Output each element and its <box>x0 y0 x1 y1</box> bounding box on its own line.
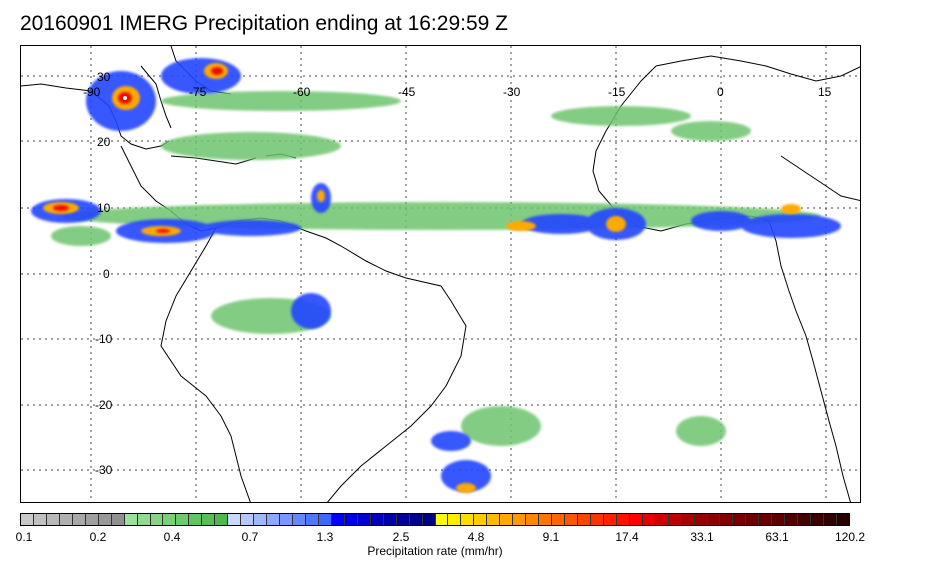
lon-label: -90 <box>83 85 101 99</box>
colorbar-swatch <box>59 514 73 525</box>
lat-label: 20 <box>97 135 111 149</box>
colorbar-swatch <box>681 514 695 525</box>
colorbar-swatch <box>513 514 527 525</box>
lat-label: -20 <box>95 398 113 412</box>
colorbar-swatch <box>111 514 125 525</box>
lat-label: 10 <box>97 201 111 215</box>
colorbar-swatch <box>305 514 319 525</box>
colorbar-swatch <box>215 514 229 525</box>
colorbar-swatch <box>565 514 578 525</box>
colorbar <box>20 513 850 526</box>
colorbar-swatch <box>176 514 190 525</box>
colorbar-swatch <box>254 514 268 525</box>
colorbar-swatch <box>280 514 294 525</box>
colorbar-swatch <box>590 514 604 525</box>
colorbar-swatch <box>785 514 799 525</box>
colorbar-tick-label: 0.7 <box>241 530 259 544</box>
colorbar-swatch <box>189 514 203 525</box>
colorbar-swatch <box>811 514 825 525</box>
colorbar-swatch <box>837 514 849 525</box>
colorbar-tick-label: 63.1 <box>765 530 789 544</box>
colorbar-swatch <box>409 514 423 525</box>
colorbar-swatch <box>629 514 643 525</box>
lon-gridlines <box>90 46 827 502</box>
colorbar-swatch <box>500 514 514 525</box>
colorbar-swatch <box>759 514 773 525</box>
colorbar-swatch <box>655 514 669 525</box>
colorbar-tick-label: 0.2 <box>89 530 107 544</box>
colorbar-swatch <box>150 514 164 525</box>
hurricane-eye <box>123 96 127 100</box>
colorbar-swatch <box>746 514 760 525</box>
lon-label: -30 <box>503 85 521 99</box>
colorbar-title: Precipitation rate (mm/hr) <box>367 544 503 558</box>
colorbar-tick-label: 0.4 <box>163 530 181 544</box>
colorbar-swatch <box>694 514 708 525</box>
colorbar-tick-label: 120.2 <box>834 530 866 544</box>
colorbar-swatch <box>577 514 591 525</box>
colorbar-swatch <box>396 514 410 525</box>
colorbar-swatch <box>85 514 99 525</box>
colorbar-swatch <box>33 514 47 525</box>
colorbar-swatch <box>733 514 747 525</box>
lon-label: -15 <box>608 85 626 99</box>
colorbar-swatch <box>487 514 501 525</box>
colorbar-swatch <box>552 514 566 525</box>
colorbar-swatch <box>461 514 475 525</box>
colorbar-swatch <box>357 514 371 525</box>
colorbar-swatch <box>474 514 488 525</box>
precip-light-green <box>51 91 821 446</box>
colorbar-swatch <box>526 514 540 525</box>
colorbar-swatch <box>124 514 138 525</box>
colorbar-swatch <box>798 514 812 525</box>
colorbar-swatch <box>202 514 216 525</box>
colorbar-swatch <box>318 514 332 525</box>
colorbar-swatch <box>448 514 462 525</box>
colorbar-swatch <box>370 514 384 525</box>
colorbar-swatch <box>137 514 151 525</box>
colorbar-tick-label: 33.1 <box>690 530 714 544</box>
colorbar-tick-label: 0.1 <box>15 530 33 544</box>
colorbar-tick-label: 2.5 <box>392 530 410 544</box>
colorbar-swatch <box>344 514 358 525</box>
colorbar-swatch <box>72 514 86 525</box>
colorbar-swatch <box>824 514 838 525</box>
colorbar-swatch <box>435 514 449 525</box>
colorbar-swatch <box>668 514 682 525</box>
colorbar-tick-label: 17.4 <box>615 530 639 544</box>
colorbar-swatch <box>616 514 630 525</box>
lat-label: 0 <box>103 267 110 281</box>
lat-label: -30 <box>95 463 113 477</box>
colorbar-swatch <box>707 514 721 525</box>
colorbar-tick-label: 4.8 <box>467 530 485 544</box>
colorbar-swatch <box>163 514 177 525</box>
colorbar-swatch <box>720 514 734 525</box>
colorbar-swatch <box>539 514 553 525</box>
precip-red <box>53 67 223 233</box>
colorbar-swatch <box>241 514 255 525</box>
precipitation-map: -90 -75 -60 -45 -30 -15 0 15 30 20 10 0 … <box>20 45 861 503</box>
colorbar-tick-label: 9.1 <box>542 530 560 544</box>
page-title: 20160901 IMERG Precipitation ending at 1… <box>20 12 508 35</box>
lat-label: -10 <box>95 332 113 346</box>
colorbar-swatch <box>293 514 306 525</box>
colorbar-swatch <box>383 514 397 525</box>
lon-label: 15 <box>818 85 832 99</box>
colorbar-swatch <box>228 514 242 525</box>
lon-label: -60 <box>293 85 311 99</box>
colorbar-swatch <box>422 514 436 525</box>
colorbar-swatch <box>21 514 34 525</box>
colorbar-swatch <box>98 514 112 525</box>
lon-label: -75 <box>189 85 207 99</box>
colorbar-swatch <box>603 514 617 525</box>
lon-label: -45 <box>398 85 416 99</box>
colorbar-swatch <box>267 514 281 525</box>
lat-label: 30 <box>97 70 111 84</box>
colorbar-swatch <box>46 514 60 525</box>
lon-label: 0 <box>717 85 724 99</box>
colorbar-swatch <box>772 514 786 525</box>
colorbar-swatch <box>331 514 345 525</box>
colorbar-swatch <box>642 514 656 525</box>
colorbar-tick-label: 1.3 <box>316 530 334 544</box>
